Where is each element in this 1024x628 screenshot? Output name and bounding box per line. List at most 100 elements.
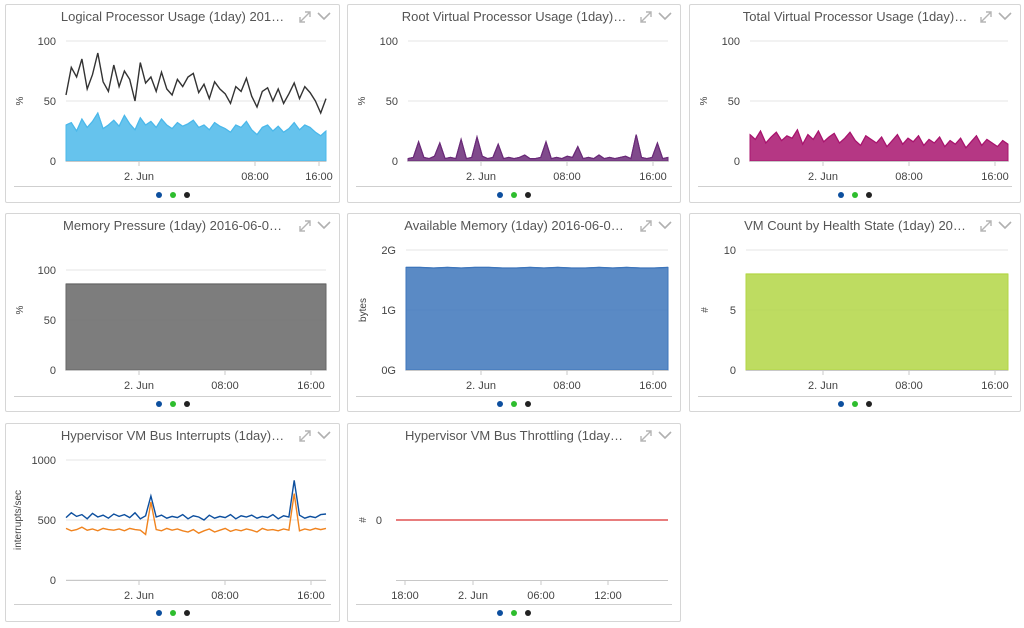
x-tick-label: 08:00 <box>553 380 581 392</box>
x-tick-label: 2. Jun <box>466 380 496 392</box>
page-dot-2[interactable] <box>511 610 517 616</box>
pagination-dots <box>348 610 680 620</box>
x-tick-label: 2. Jun <box>124 380 154 392</box>
x-tick-label: 08:00 <box>211 380 239 392</box>
y-tick-label: 0 <box>50 365 56 377</box>
page-dot-1[interactable] <box>838 192 844 198</box>
page-dot-1[interactable] <box>155 401 162 407</box>
page-dot-3[interactable] <box>525 401 531 407</box>
y-tick-label: 1000 <box>32 455 56 467</box>
x-tick-label: 16:00 <box>981 171 1009 183</box>
series-line <box>65 111 327 137</box>
series-line <box>749 128 1009 149</box>
expand-icon[interactable] <box>980 11 992 23</box>
y-tick-label: 100 <box>38 265 56 277</box>
y-tick-label: 0 <box>50 156 56 168</box>
page-dot-3[interactable] <box>866 401 872 407</box>
page-dot-2[interactable] <box>169 610 176 616</box>
y-tick-label: 10 <box>724 245 736 257</box>
chevron-down-icon[interactable] <box>998 10 1012 22</box>
y-axis-label: % <box>15 96 26 105</box>
y-axis-label: # <box>358 517 369 523</box>
page-dot-1[interactable] <box>497 401 503 407</box>
chart: 10 5 0 #2. Jun 08:00 16:00 <box>700 245 1009 392</box>
x-tick-label: 12:00 <box>594 590 622 602</box>
chevron-down-icon[interactable] <box>658 219 672 231</box>
expand-icon[interactable] <box>640 11 652 23</box>
chevron-down-icon[interactable] <box>658 10 672 22</box>
x-tick-label: 2. Jun <box>458 590 488 602</box>
page-dot-1[interactable] <box>838 401 844 407</box>
expand-icon[interactable] <box>299 11 311 23</box>
y-tick-label: 2G <box>381 245 396 257</box>
legend-separator <box>14 604 331 605</box>
page-dot-3[interactable] <box>525 610 531 616</box>
expand-icon[interactable] <box>299 220 311 232</box>
page-dot-2[interactable] <box>511 401 517 407</box>
y-tick-label: 1G <box>381 305 396 317</box>
x-tick-label: 08:00 <box>895 171 923 183</box>
legend-separator <box>698 396 1012 397</box>
x-tick-label: 16:00 <box>297 590 325 602</box>
y-tick-label: 5 <box>730 305 736 317</box>
chevron-down-icon[interactable] <box>998 219 1012 231</box>
expand-icon[interactable] <box>980 220 992 232</box>
y-tick-label: 100 <box>722 36 740 48</box>
page-dot-2[interactable] <box>511 192 517 198</box>
page-dot-3[interactable] <box>525 192 531 198</box>
y-tick-label: 50 <box>44 315 56 327</box>
page-dot-1[interactable] <box>155 192 162 198</box>
legend-separator <box>14 186 331 187</box>
y-tick-label: 0G <box>381 365 396 377</box>
series-area <box>65 283 327 371</box>
y-axis-label: % <box>699 96 710 105</box>
y-tick-label: 50 <box>44 96 56 108</box>
y-tick-label: 0 <box>392 156 398 168</box>
panel-root-virtual-processor-usage: Root Virtual Processor Usage (1day)… 100 5… <box>347 4 681 203</box>
chevron-down-icon[interactable] <box>658 429 672 441</box>
chevron-down-icon[interactable] <box>317 10 331 22</box>
pagination-dots <box>6 192 339 202</box>
x-tick-label: 2. Jun <box>124 590 154 602</box>
panel-hypervisor-vm-bus-throttling: Hypervisor VM Bus Throttling (1day… 0 #18:… <box>347 423 681 622</box>
legend-separator <box>356 186 672 187</box>
pagination-dots <box>690 192 1020 202</box>
page-dot-1[interactable] <box>497 192 503 198</box>
series-area <box>745 273 1009 371</box>
y-tick-label: 0 <box>376 515 382 527</box>
series-line <box>65 480 327 521</box>
y-axis-label: % <box>15 305 26 314</box>
page-dot-1[interactable] <box>497 610 503 616</box>
panel-total-virtual-processor-usage: Total Virtual Processor Usage (1day)… 100… <box>689 4 1021 203</box>
pagination-dots <box>6 610 339 620</box>
y-axis-label: # <box>700 307 711 313</box>
y-axis-label: interrupts/sec <box>13 490 24 550</box>
page-dot-3[interactable] <box>183 401 190 407</box>
series-area <box>407 134 669 162</box>
page-dot-2[interactable] <box>852 401 858 407</box>
page-dot-1[interactable] <box>155 610 162 616</box>
series-line <box>65 493 327 536</box>
panel-vm-count-by-health-state: VM Count by Health State (1day) 20… 10 5 0 #… <box>689 213 1021 412</box>
page-dot-2[interactable] <box>169 401 176 407</box>
panel-memory-pressure: Memory Pressure (1day) 2016-06-0… 100 50 0%… <box>5 213 340 412</box>
x-tick-label: 16:00 <box>981 380 1009 392</box>
chart: 100 50 0% 2. Jun 08:00 16:00 <box>15 265 327 392</box>
x-tick-label: 16:00 <box>297 380 325 392</box>
series-line <box>65 52 327 115</box>
page-dot-3[interactable] <box>183 192 190 198</box>
expand-icon[interactable] <box>640 220 652 232</box>
expand-icon[interactable] <box>299 430 311 442</box>
y-tick-label: 50 <box>386 96 398 108</box>
expand-icon[interactable] <box>640 430 652 442</box>
chart: 1000 500 0 interrupts/sec 2. Jun 08:00 16:00 <box>13 455 327 602</box>
page-dot-3[interactable] <box>866 192 872 198</box>
legend-separator <box>698 186 1012 187</box>
chevron-down-icon[interactable] <box>317 219 331 231</box>
y-axis-label: % <box>357 96 368 105</box>
page-dot-2[interactable] <box>852 192 858 198</box>
chevron-down-icon[interactable] <box>317 429 331 441</box>
page-dot-3[interactable] <box>183 610 190 616</box>
panel-logical-processor-usage: Logical Processor Usage (1day) 201… 100 50… <box>5 4 340 203</box>
page-dot-2[interactable] <box>169 192 176 198</box>
